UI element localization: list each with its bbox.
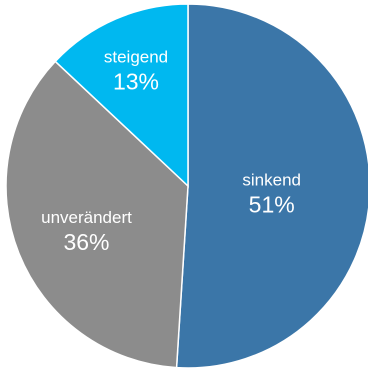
- pie-slice-sinkend: [175, 3, 368, 369]
- pie-slice-steigend: [54, 3, 189, 188]
- slice-label-unverandert: unverändert: [41, 208, 132, 227]
- slice-value-unverandert: 36%: [63, 229, 109, 255]
- pie-slices: [5, 3, 368, 369]
- slice-value-steigend: 13%: [113, 69, 159, 95]
- slice-label-sinkend: sinkend: [242, 171, 301, 190]
- slice-label-steigend: steigend: [104, 48, 168, 67]
- pie-labels: sinkend 51% unverändert 36% steigend 13%: [41, 48, 301, 255]
- slice-value-sinkend: 51%: [249, 192, 295, 218]
- pie-slice-unverandert: [5, 60, 189, 369]
